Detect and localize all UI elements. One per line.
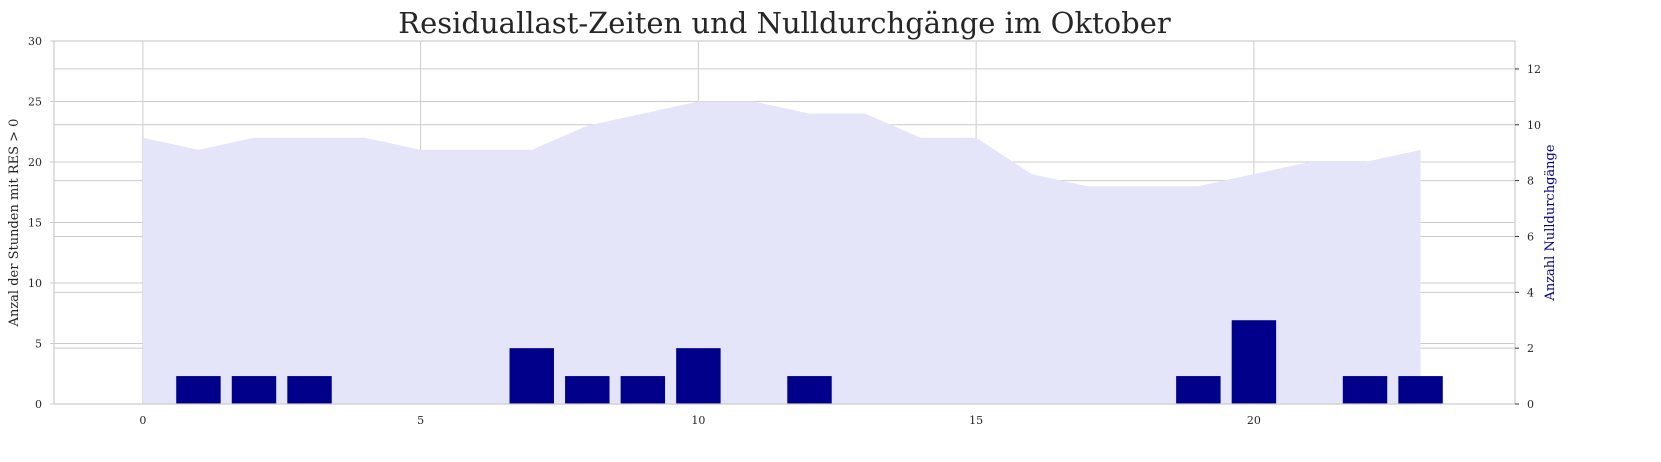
zero-crossing-bar — [787, 376, 832, 404]
zero-crossing-bar — [1342, 376, 1388, 404]
zero-crossing-bar — [1176, 376, 1221, 404]
left-y-tick-label: 25 — [28, 96, 42, 109]
area-series — [142, 101, 1421, 404]
right-y-tick-label: 0 — [1527, 398, 1534, 411]
x-tick-label: 20 — [1247, 414, 1261, 427]
zero-crossing-bar — [176, 376, 221, 404]
right-y-tick-label: 2 — [1527, 342, 1534, 355]
zero-crossing-bar — [287, 376, 332, 404]
zero-crossing-bar — [1398, 376, 1443, 404]
right-y-tick-label: 6 — [1527, 230, 1534, 243]
left-y-tick-label: 15 — [28, 217, 42, 230]
x-axis-ticks: 0 5 10 15 20 — [139, 414, 1261, 427]
right-y-tick-label: 4 — [1527, 286, 1534, 299]
zero-crossing-bar — [1231, 320, 1277, 404]
right-y-axis-label: Anzahl Nulldurchgänge — [1543, 144, 1558, 301]
chart-title: Residuallast-Zeiten und Nulldurchgänge i… — [398, 6, 1171, 40]
zero-crossing-bar — [620, 376, 666, 404]
x-tick-label: 10 — [691, 414, 705, 427]
right-y-tick-label: 8 — [1527, 175, 1534, 188]
residual-hours-area — [142, 101, 1421, 404]
zero-crossing-bar — [509, 348, 554, 404]
left-y-tick-label: 30 — [28, 35, 42, 48]
zero-crossing-bar — [231, 376, 277, 404]
right-y-tick-label: 12 — [1527, 63, 1541, 76]
x-tick-label: 15 — [969, 414, 983, 427]
left-y-axis-ticks: 0 5 10 15 20 25 30 — [28, 35, 54, 411]
right-y-tick-label: 10 — [1527, 119, 1541, 132]
left-y-axis-label: Anzal der Stunden mit RES > 0 — [7, 119, 22, 328]
bar-series — [176, 320, 1443, 404]
left-y-tick-label: 0 — [35, 398, 42, 411]
left-y-tick-label: 10 — [28, 277, 42, 290]
right-y-axis-ticks: 0 2 4 6 8 10 12 — [1515, 63, 1541, 411]
zero-crossing-bar — [565, 376, 610, 404]
x-tick-label: 0 — [139, 414, 146, 427]
left-y-tick-label: 20 — [28, 156, 42, 169]
x-tick-label: 5 — [417, 414, 424, 427]
zero-crossing-bar — [676, 348, 721, 404]
left-y-tick-label: 5 — [35, 338, 42, 351]
